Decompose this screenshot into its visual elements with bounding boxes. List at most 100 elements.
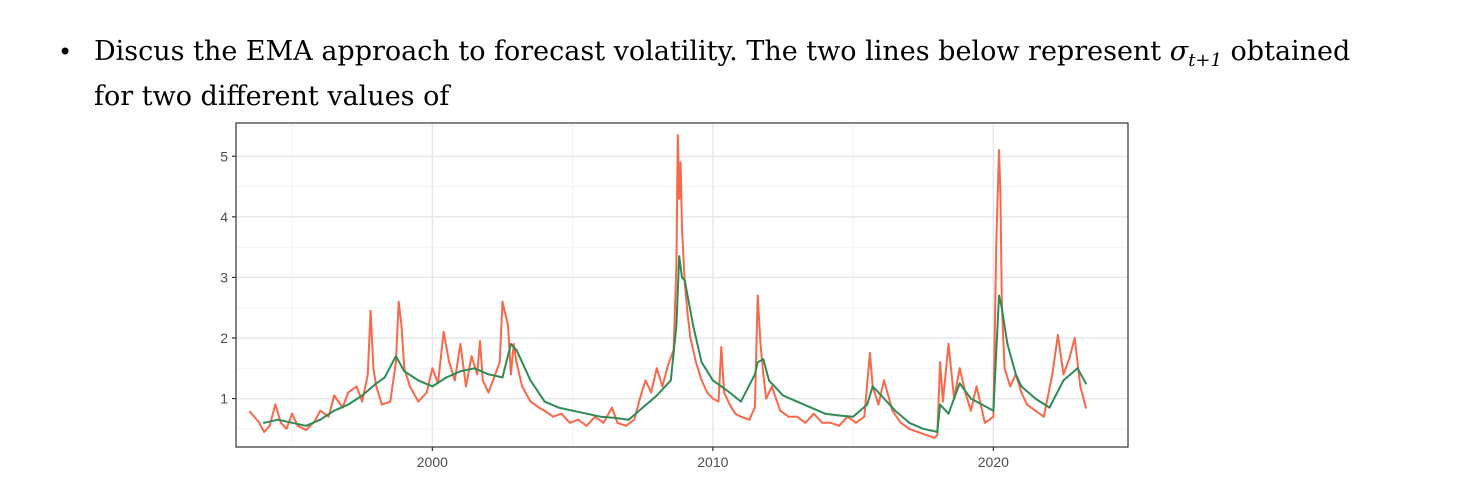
series-1-point: [734, 412, 737, 415]
series-1-point: [679, 161, 682, 164]
series-2-point: [403, 370, 406, 373]
series-1-point: [616, 421, 619, 424]
series-1-point: [366, 373, 369, 376]
series-1-point: [476, 373, 479, 376]
series-2-point: [431, 385, 434, 388]
series-1-point: [1068, 358, 1071, 361]
series-1-point: [537, 406, 540, 409]
series-1-point: [498, 361, 501, 364]
series-1-point: [552, 415, 554, 418]
series-2-point: [958, 382, 961, 385]
series-2-point: [782, 394, 784, 397]
series-1-point: [291, 412, 294, 415]
series-1-point: [459, 343, 462, 345]
series-1-point: [375, 385, 378, 388]
series-1-point: [543, 409, 546, 412]
series-1-point: [998, 149, 1000, 152]
series-1-point: [610, 406, 613, 409]
series-1-point: [425, 391, 428, 394]
series-2-point: [669, 379, 672, 382]
series-2-point: [627, 418, 630, 421]
series-2-point: [998, 294, 1000, 297]
series-2-point: [939, 403, 942, 406]
series-2-point: [319, 418, 322, 421]
series-1-point: [770, 385, 773, 388]
series-1-point: [821, 421, 824, 424]
series-1-point: [305, 429, 308, 431]
series-1-point: [748, 418, 751, 421]
series-2-point: [739, 400, 742, 403]
series-2-point: [692, 324, 695, 327]
series-2-point: [1076, 367, 1079, 370]
series-1-point: [947, 343, 950, 345]
series-layer: [249, 134, 1087, 439]
series-1-point: [854, 421, 857, 424]
series-2-point: [969, 397, 972, 400]
series-1-point: [347, 391, 350, 394]
series-2-point: [681, 276, 683, 279]
series-1-point: [1003, 367, 1006, 370]
series-1-point: [999, 191, 1002, 194]
series-1-point: [681, 228, 683, 230]
series-1-point: [400, 324, 403, 327]
series-1-point: [585, 424, 588, 427]
series-2-point: [487, 373, 490, 376]
series-2-point: [728, 391, 731, 394]
series-2-point: [838, 414, 841, 417]
series-1-point: [568, 421, 571, 424]
series-2-point: [515, 349, 518, 352]
series-1-point: [756, 294, 759, 297]
series-1-point: [285, 427, 288, 430]
series-1-point: [1051, 373, 1054, 376]
series-2-point: [291, 421, 294, 424]
series-1-point: [249, 410, 251, 413]
series-2-point: [445, 376, 448, 379]
series-2-point: [613, 416, 616, 419]
series-1-point: [268, 424, 271, 427]
y-tick-label: 4: [220, 209, 228, 225]
series-2-point: [361, 394, 364, 397]
series-1-point: [762, 373, 765, 376]
series-2-point: [263, 421, 266, 424]
series-1-point: [863, 415, 866, 418]
series-2-point: [908, 421, 911, 424]
series-1-point: [667, 364, 669, 367]
series-1-point: [891, 409, 894, 412]
series-2-point: [655, 394, 658, 397]
series-1-point: [397, 300, 400, 303]
series-2-point: [529, 379, 532, 382]
series-1-point: [753, 406, 756, 409]
series-1-point: [661, 385, 664, 388]
series-1-point: [804, 421, 807, 424]
series-1-point: [689, 337, 692, 339]
series-2-point: [880, 394, 883, 397]
sigma-symbol: σ: [1169, 36, 1189, 67]
y-tick-label: 5: [220, 148, 228, 164]
question-text: Discus the EMA approach to forecast vola…: [94, 34, 1354, 115]
series-1-point: [355, 385, 358, 388]
series-1-point: [1026, 403, 1028, 406]
series-2-point: [501, 376, 504, 379]
axis-ticks-and-labels: 2000 2010 2020 1 2 3 4 5: [220, 148, 1009, 470]
y-tick-label: 2: [220, 330, 228, 346]
series-1-point: [327, 415, 330, 418]
series-1-point: [372, 367, 375, 370]
plot-panel-border: [235, 122, 1129, 448]
series-2-point: [768, 379, 770, 382]
series-2-point: [824, 412, 827, 415]
series-1-point: [509, 373, 512, 376]
series-1-point: [706, 391, 709, 394]
series-1-point: [442, 330, 445, 333]
series-1-point: [796, 415, 798, 418]
series-1-point: [939, 361, 942, 364]
series-2-point: [459, 370, 462, 373]
series-1-point: [1020, 391, 1023, 394]
x-tick-label: 2000: [417, 454, 448, 470]
series-2-point: [852, 415, 855, 418]
series-2: [263, 255, 1087, 433]
series-2-point: [992, 409, 995, 412]
series-2-point: [1048, 406, 1051, 409]
series-1-point: [717, 400, 720, 403]
series-1-point: [779, 409, 782, 412]
series-1-point: [361, 400, 364, 403]
